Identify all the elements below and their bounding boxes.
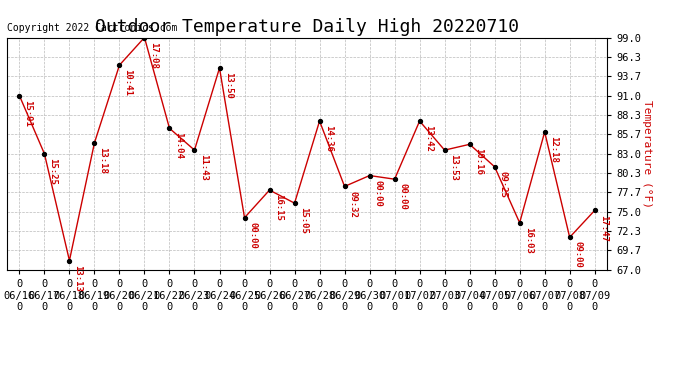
Point (489, 164, 500, 170)
Point (189, 147, 200, 153)
Point (389, 176, 400, 182)
Point (214, 65, 225, 71)
Text: 13:13: 13:13 (74, 265, 83, 292)
Text: 10:16: 10:16 (474, 148, 483, 176)
Text: 00:00: 00:00 (374, 180, 383, 207)
Text: 13:53: 13:53 (448, 154, 457, 181)
Point (314, 118, 325, 124)
Point (339, 183, 350, 189)
Text: 10:41: 10:41 (124, 69, 132, 96)
Point (139, 34, 150, 40)
Text: 14:36: 14:36 (324, 125, 333, 152)
Point (364, 172, 375, 178)
Text: 13:50: 13:50 (224, 72, 233, 99)
Text: 16:03: 16:03 (524, 227, 533, 254)
Point (39, 151, 50, 157)
Point (464, 141, 475, 147)
Text: 09:25: 09:25 (499, 171, 508, 198)
Text: 16:15: 16:15 (274, 194, 283, 221)
Text: 13:18: 13:18 (99, 147, 108, 174)
Title: Outdoor Temperature Daily High 20220710: Outdoor Temperature Daily High 20220710 (95, 18, 519, 36)
Text: 17:47: 17:47 (599, 214, 608, 242)
Point (239, 214, 250, 220)
Text: 09:32: 09:32 (348, 190, 357, 217)
Point (514, 220, 525, 226)
Text: 15:05: 15:05 (299, 207, 308, 234)
Point (114, 62, 125, 68)
Text: 14:04: 14:04 (174, 132, 183, 159)
Point (264, 187, 275, 193)
Point (164, 125, 175, 131)
Text: Copyright 2022 Cartronics.com: Copyright 2022 Cartronics.com (7, 23, 177, 33)
Text: 15:01: 15:01 (23, 100, 32, 127)
Point (64, 258, 75, 264)
Point (14, 93, 25, 99)
Point (589, 207, 600, 213)
Text: 11:43: 11:43 (199, 154, 208, 181)
Point (564, 234, 575, 240)
Point (539, 129, 550, 135)
Text: 12:18: 12:18 (549, 136, 558, 163)
Point (414, 118, 425, 124)
Text: 00:00: 00:00 (399, 183, 408, 210)
Y-axis label: Temperature (°F): Temperature (°F) (642, 100, 652, 208)
Text: 00:00: 00:00 (248, 222, 257, 249)
Point (289, 200, 300, 206)
Point (439, 147, 450, 153)
Text: 15:25: 15:25 (48, 158, 57, 185)
Text: 13:42: 13:42 (424, 125, 433, 152)
Point (89, 140, 100, 146)
Text: 17:08: 17:08 (148, 42, 157, 69)
Text: 09:00: 09:00 (574, 242, 583, 268)
